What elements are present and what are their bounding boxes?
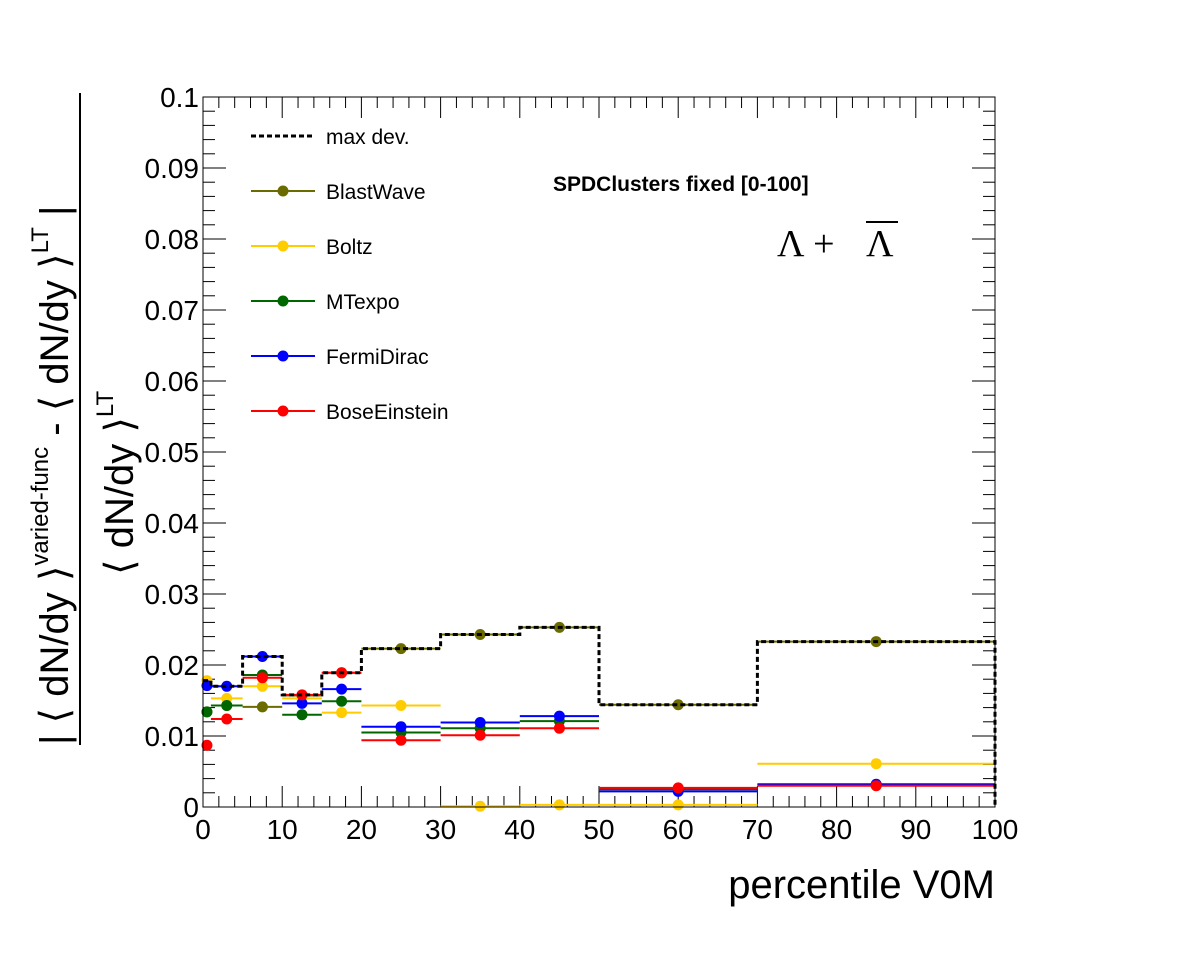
legend-marker-boltz (277, 240, 289, 252)
y-title-den: ⟨ dN/dy ⟩ (98, 417, 142, 575)
x-tick-label: 80 (821, 814, 852, 845)
x-tick-label: 40 (504, 814, 535, 845)
legend-label-boltz: Boltz (326, 236, 373, 259)
y-title-den-sup: LT (92, 390, 119, 417)
data-layer (201, 621, 997, 812)
particle-label-main: Λ + (777, 223, 844, 265)
y-tick-label: 0.08 (145, 224, 200, 255)
x-tick-label: 60 (663, 814, 694, 845)
plot-frame (202, 96, 996, 808)
legend-marker-blastwave (277, 185, 289, 197)
series-boseeinstein-point (672, 782, 684, 794)
legend-label-mtexpo: MTexpo (326, 291, 400, 314)
series-boseeinstein-point (395, 734, 407, 746)
y-title-num-sup2: LT (27, 227, 54, 254)
x-tick-label: 30 (425, 814, 456, 845)
particle-label: Λ + Λ (777, 221, 898, 265)
series-maxdev-step (203, 625, 997, 807)
y-tick-label: 0.1 (160, 82, 199, 113)
series-fermidirac-point (553, 710, 565, 722)
legend-marker-fermidirac (277, 350, 289, 362)
series-boseeinstein-point (474, 729, 486, 741)
series-blastwave-point (256, 701, 268, 713)
series-mtexpo-point (201, 706, 213, 718)
series-fermidirac-point (474, 717, 486, 729)
y-title-num-mid: - ⟨ dN/dy ⟩ (33, 253, 77, 446)
y-tick-label: 0.01 (145, 721, 200, 752)
y-tick-label: 0.02 (145, 650, 200, 681)
series-boltz-point (474, 800, 486, 812)
y-tick-label: 0.04 (145, 508, 200, 539)
series-boltz-point (672, 799, 684, 811)
x-tick-label: 100 (972, 814, 1019, 845)
y-title-num-sup1: varied-func (27, 447, 54, 566)
x-tick-label: 0 (195, 814, 211, 845)
legend-label-max-dev-: max dev. (326, 126, 410, 149)
series-boseeinstein-point (870, 780, 882, 792)
series-fermidirac-point (296, 697, 308, 709)
series-boseeinstein-point (256, 672, 268, 684)
x-tick-label: 20 (346, 814, 377, 845)
series-blastwave-point (672, 699, 684, 711)
labels-layer: 0 10 20 30 40 50 60 70 80 90 100 0 0.01 0.02 0.03 0.04 0… (145, 82, 1019, 845)
series-fermidirac-point (395, 721, 407, 733)
series-boltz-point (553, 799, 565, 811)
x-axis-title: percentile V0M (728, 863, 995, 907)
series-fermidirac-point (336, 683, 348, 695)
x-tick-label: 70 (742, 814, 773, 845)
series-boltz-point (395, 699, 407, 711)
y-title-num-suffix: | (33, 206, 77, 228)
particle-label-antilambda: Λ (866, 223, 894, 265)
series-mtexpo-point (336, 695, 348, 707)
series-mtexpo-point (296, 709, 308, 721)
legend-label-boseeinstein: BoseEinstein (326, 401, 449, 424)
legend-label-fermidirac: FermiDirac (326, 346, 429, 369)
annotation-label: SPDClusters fixed [0-100] (553, 173, 809, 196)
y-tick-label: 0.06 (145, 366, 200, 397)
y-tick-label: 0.07 (145, 295, 200, 326)
x-tick-label: 50 (583, 814, 614, 845)
x-tick-label: 90 (900, 814, 931, 845)
y-axis-title: | ⟨ dN/dy ⟩varied-func - ⟨ dN/dy ⟩LT | ⟨… (27, 93, 142, 745)
legend-marker-boseeinstein (277, 405, 289, 417)
y-axis-title-denominator: ⟨ dN/dy ⟩LT (92, 390, 142, 575)
series-boltz-point (336, 707, 348, 719)
series-fermidirac-point (221, 680, 233, 692)
legend: max dev. BlastWave Boltz MTexpo FermiDirac Bo… (251, 126, 449, 424)
y-title-num-prefix: | ⟨ dN/dy ⟩ (33, 566, 77, 745)
y-tick-label: 0.03 (145, 579, 200, 610)
x-tick-label: 10 (267, 814, 298, 845)
series-boseeinstein-point (553, 722, 565, 734)
y-axis-title-numerator: | ⟨ dN/dy ⟩varied-func - ⟨ dN/dy ⟩LT | (27, 206, 77, 745)
series-mtexpo-point (221, 699, 233, 711)
series-boseeinstein-point (201, 739, 213, 751)
series-boseeinstein-point (221, 713, 233, 725)
series-fermidirac-point (256, 650, 268, 662)
legend-marker-mtexpo (277, 295, 289, 307)
series-blastwave-point (395, 643, 407, 655)
y-tick-label: 0 (183, 792, 199, 823)
y-tick-label: 0.09 (145, 153, 200, 184)
y-tick-label: 0.05 (145, 437, 200, 468)
legend-label-blastwave: BlastWave (326, 181, 426, 204)
series-boltz-point (256, 680, 268, 692)
series-boltz-point (870, 758, 882, 770)
